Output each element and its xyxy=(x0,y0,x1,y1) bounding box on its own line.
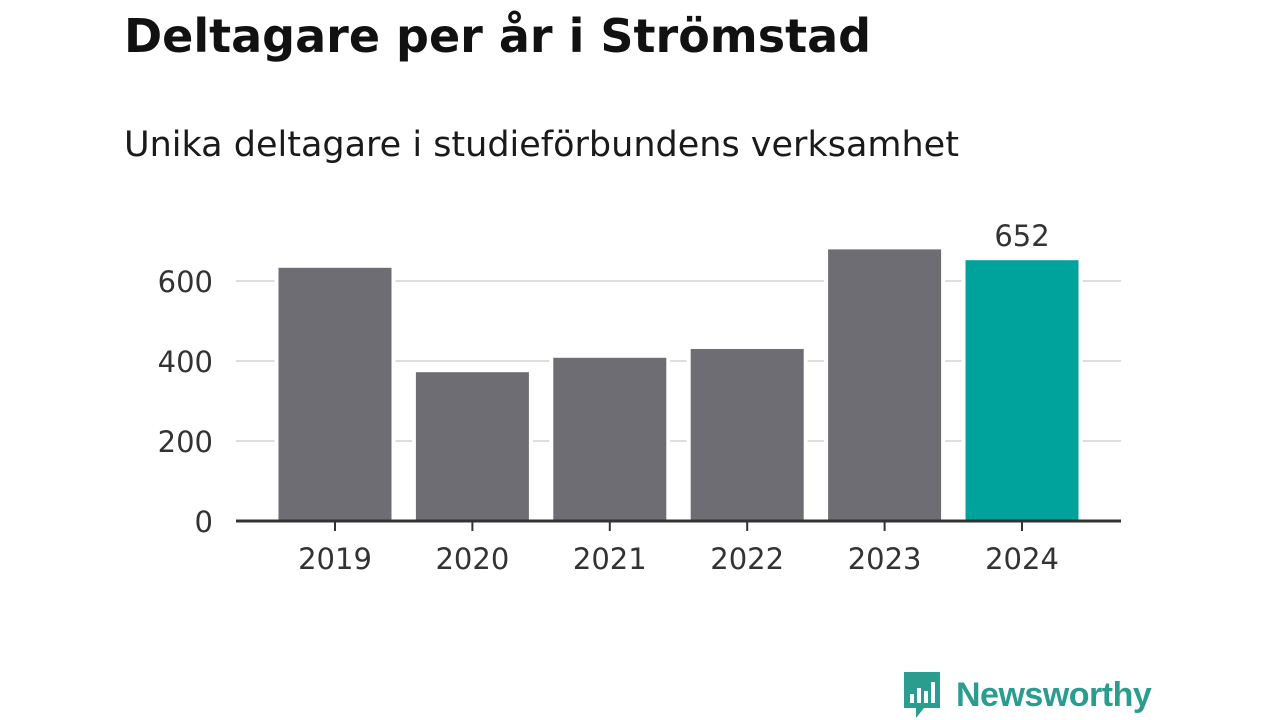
bar xyxy=(278,267,392,521)
bar xyxy=(553,357,667,521)
x-tick-label: 2021 xyxy=(573,542,647,576)
x-tick-label: 2022 xyxy=(710,542,784,576)
bar xyxy=(828,249,942,521)
bar xyxy=(965,260,1079,521)
x-tick-label: 2024 xyxy=(985,542,1059,576)
bar xyxy=(690,349,804,521)
x-tick-label: 2020 xyxy=(435,542,509,576)
chart-subtitle: Unika deltagare i studieförbundens verks… xyxy=(124,125,959,165)
bar-chart-speech-bubble-icon xyxy=(904,672,940,718)
chart-title: Deltagare per år i Strömstad xyxy=(124,9,872,63)
newsworthy-logo: Newsworthy xyxy=(902,670,1152,720)
y-tick-label: 600 xyxy=(158,265,213,299)
bar xyxy=(415,372,529,521)
y-tick-label: 200 xyxy=(158,425,213,459)
logo-text: Newsworthy xyxy=(956,675,1152,714)
x-tick-label: 2019 xyxy=(298,542,372,576)
y-tick-label: 400 xyxy=(158,345,213,379)
data-label: 652 xyxy=(994,219,1049,253)
x-tick-label: 2023 xyxy=(848,542,922,576)
y-tick-label: 0 xyxy=(195,505,213,539)
